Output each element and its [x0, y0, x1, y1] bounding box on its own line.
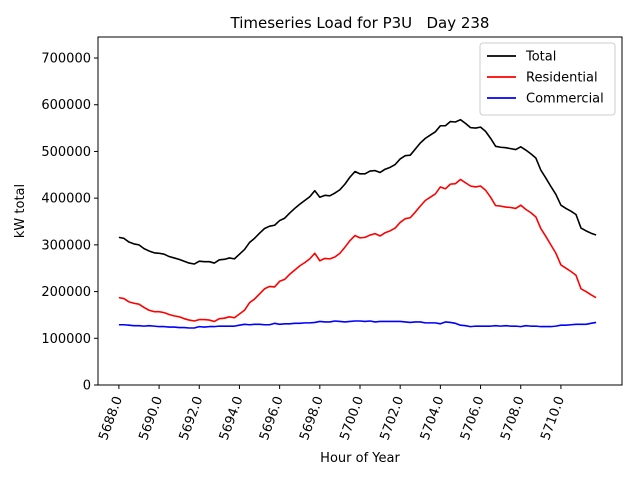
x-axis-label: Hour of Year: [320, 451, 400, 466]
y-tick-label: 200000: [41, 285, 91, 300]
legend: Total Residential Commercial: [479, 42, 616, 116]
y-tick-label: 300000: [41, 238, 91, 253]
y-tick-label: 600000: [41, 98, 91, 113]
legend-label-residential: Residential: [526, 71, 598, 86]
legend-label-commercial: Commercial: [526, 92, 604, 107]
series-line-residential: [118, 178, 597, 323]
plot-lines: [118, 118, 597, 329]
y-tick-label: 400000: [41, 192, 91, 207]
chart-title: Timeseries Load for P3U Day 238: [230, 14, 490, 32]
y-tick-label: 500000: [41, 145, 91, 160]
y-tick-label: 700000: [41, 52, 91, 67]
y-axis-ticks: 0 100000 200000 300000 400000 500000 600000 700…: [41, 52, 98, 394]
legend-box: [479, 42, 616, 116]
series-line-total: [118, 118, 597, 265]
legend-label-total: Total: [525, 50, 556, 65]
y-tick-label: 0: [83, 379, 91, 394]
series-line-commercial: [118, 320, 597, 329]
y-tick-label: 100000: [41, 332, 91, 347]
y-axis-label: kW total: [13, 184, 28, 238]
